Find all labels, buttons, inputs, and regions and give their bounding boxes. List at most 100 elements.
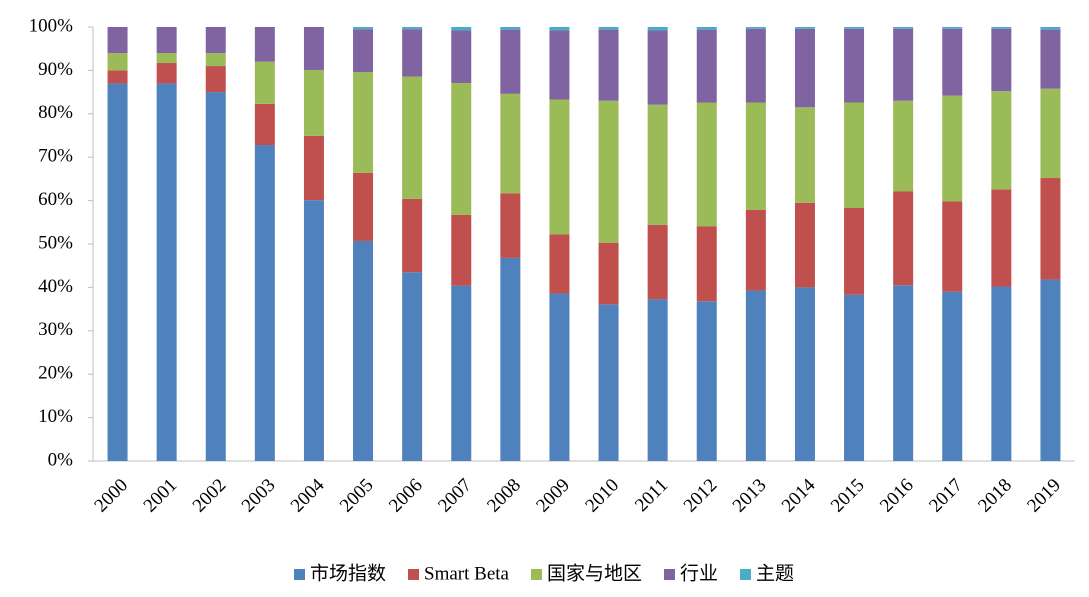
bar-segment (794, 28, 815, 108)
legend: 市场指数 Smart Beta 国家与地区 行业 主题 (293, 562, 794, 584)
x-tick-label: 2017 (925, 475, 967, 517)
bar-segment (1040, 27, 1061, 30)
bar-segment (549, 234, 570, 294)
bar-segment (451, 30, 472, 83)
y-tick-label: 80% (38, 102, 73, 123)
bar-segment (303, 200, 324, 461)
bar-segment (303, 69, 324, 136)
x-tick-label: 2005 (336, 475, 378, 517)
bar-segment (402, 76, 423, 199)
bar-segment (598, 27, 619, 30)
bar-segment (254, 145, 275, 461)
bar-segment (991, 189, 1012, 287)
bar-segment (353, 29, 374, 73)
legend-label: 市场指数 (310, 562, 386, 584)
bar-segment (647, 27, 668, 31)
x-tick-label: 2007 (434, 475, 476, 517)
bar-segment (745, 290, 766, 461)
bar-segment (745, 27, 766, 29)
bar-segment (647, 299, 668, 461)
y-tick-label: 0% (48, 449, 74, 470)
legend-swatch (408, 569, 420, 580)
bar-segment (794, 287, 815, 461)
bar-segment (696, 27, 717, 30)
x-tick-label: 2008 (483, 475, 525, 517)
bar-segment (451, 214, 472, 286)
bar-segment (893, 27, 914, 29)
y-tick-label: 20% (38, 363, 73, 384)
y-tick-label: 60% (38, 189, 73, 210)
bar-segment (893, 285, 914, 461)
bar-segment (942, 95, 963, 202)
bar-segment (991, 286, 1012, 461)
bar-segment (942, 201, 963, 292)
x-tick-label: 2011 (631, 475, 672, 516)
bar-segment (353, 72, 374, 173)
bar-segment (696, 29, 717, 103)
bar-segment (1040, 178, 1061, 280)
bar-segment (451, 27, 472, 31)
x-tick-label: 2001 (140, 475, 182, 517)
bar-segment (205, 53, 226, 67)
bar-segment (205, 27, 226, 54)
x-tick-label: 2006 (385, 475, 427, 517)
x-tick-label: 2019 (1023, 475, 1065, 517)
y-tick-label: 70% (38, 146, 73, 167)
bar-segment (107, 27, 128, 54)
bar-segment (107, 83, 128, 462)
x-tick-label: 2003 (238, 475, 280, 517)
bar-segment (156, 27, 177, 54)
bar-segment (402, 29, 423, 77)
bar-segment (598, 100, 619, 243)
bar-segment (991, 28, 1012, 92)
bar-segment (500, 257, 521, 461)
bar-segment (205, 92, 226, 461)
bar-segment (745, 209, 766, 291)
x-tick-label: 2013 (729, 475, 771, 517)
bar-segment (254, 61, 275, 104)
bar-segment (500, 93, 521, 194)
bar-segment (549, 30, 570, 100)
bar-segment (353, 240, 374, 461)
bar-segment (893, 100, 914, 192)
x-tick-label: 2018 (974, 475, 1016, 517)
legend-label: 行业 (680, 562, 718, 584)
bar-segment (1040, 29, 1061, 89)
bar-segment (991, 27, 1012, 29)
bar-segment (647, 30, 668, 105)
bar-segment (254, 103, 275, 146)
x-tick-label: 2002 (189, 475, 231, 517)
legend-label: 国家与地区 (547, 562, 642, 584)
bar-segment (893, 191, 914, 286)
bar-segment (696, 226, 717, 302)
bar-segment (598, 29, 619, 101)
bar-segment (942, 28, 963, 96)
bar-segment (844, 294, 865, 461)
bar-segment (647, 224, 668, 300)
bar-segment (303, 27, 324, 70)
bar-segment (107, 53, 128, 71)
bar-segment (353, 27, 374, 30)
bar-segment (402, 198, 423, 273)
legend-label: Smart Beta (424, 563, 510, 584)
y-tick-label: 50% (38, 232, 73, 253)
bar-segment (598, 304, 619, 461)
bar-segment (402, 27, 423, 30)
bar-segment (745, 102, 766, 210)
bar-segment (451, 82, 472, 215)
y-tick-label: 100% (29, 15, 74, 36)
bar-segment (500, 27, 521, 30)
bar-segment (696, 102, 717, 227)
bar-segment (1040, 279, 1061, 461)
bar-segment (254, 27, 275, 62)
x-tick-label: 2010 (581, 475, 623, 517)
bar-segment (402, 272, 423, 461)
x-tick-label: 2016 (876, 475, 918, 517)
bar-segment (942, 291, 963, 461)
y-tick-label: 30% (38, 319, 73, 340)
x-tick-label: 2009 (532, 475, 574, 517)
y-tick-label: 90% (38, 59, 73, 80)
x-tick-label: 2004 (287, 474, 329, 516)
bar-segment (500, 29, 521, 94)
